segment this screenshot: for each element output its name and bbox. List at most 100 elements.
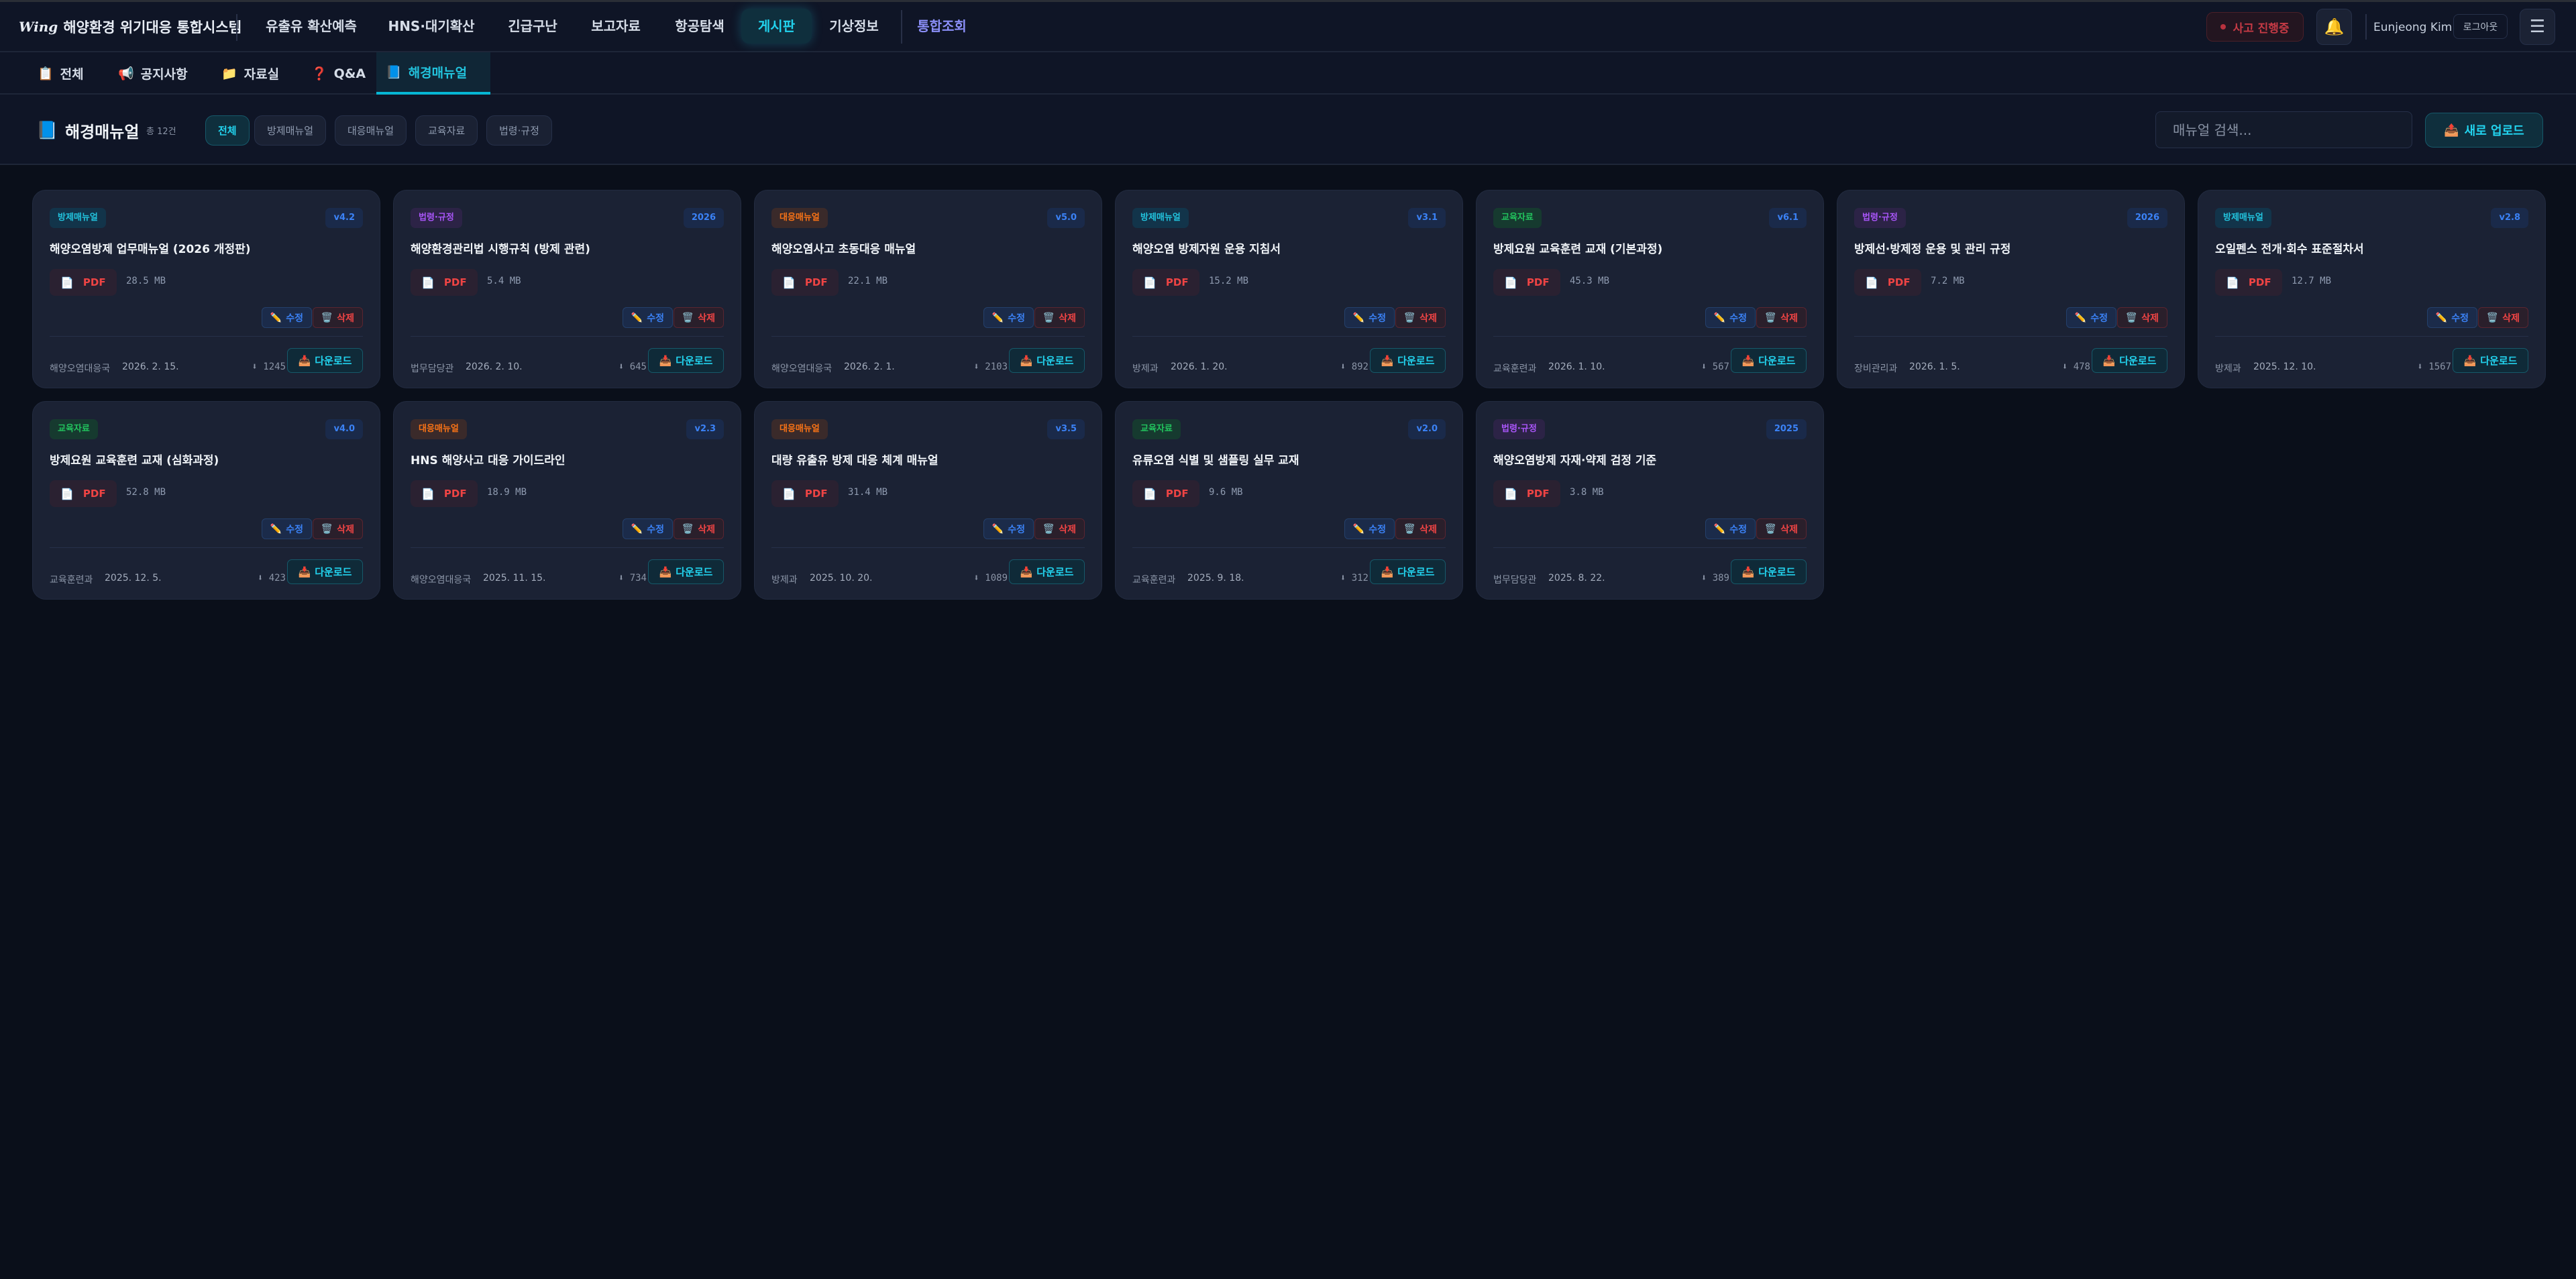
manual-title[interactable]: 해양오염 방제자원 운용 지침서	[1132, 243, 1281, 256]
delete-button[interactable]: 🗑️ 삭제	[1395, 307, 1446, 328]
manual-card[interactable]: 법령·규정 2025 해양오염방제 자재·약제 검정 기준 📄 PDF 3.8 …	[1476, 401, 1824, 600]
app-logo[interactable]: Wing 해양환경 위기대응 통합시스템	[19, 17, 241, 37]
edit-label: 수정	[1368, 524, 1386, 535]
download-count-value: 1089	[985, 573, 1008, 583]
delete-button[interactable]: 🗑️ 삭제	[2477, 307, 2528, 328]
manual-card[interactable]: 대응매뉴얼 v3.5 대량 유출유 방제 대응 체계 매뉴얼 📄 PDF 31.…	[754, 401, 1102, 600]
subtab-qna[interactable]: ❓ Q&A	[302, 52, 375, 95]
version-badge: v3.5	[1047, 419, 1085, 439]
notifications-button[interactable]: 🔔	[2316, 9, 2352, 45]
edit-button[interactable]: ✏️ 수정	[1705, 518, 1756, 539]
delete-button[interactable]: 🗑️ 삭제	[1034, 518, 1085, 539]
manual-title[interactable]: 해양오염방제 업무매뉴얼 (2026 개정판)	[50, 243, 251, 256]
subtab-archive[interactable]: 📁 자료실	[212, 52, 288, 95]
filter-training-material[interactable]: 교육자료	[415, 115, 478, 146]
edit-button[interactable]: ✏️ 수정	[2065, 307, 2116, 328]
filter-laws-regulations[interactable]: 법령·규정	[486, 115, 552, 146]
manual-title[interactable]: 해양오염사고 초동대응 매뉴얼	[771, 243, 916, 256]
new-upload-button[interactable]: 📤 새로 업로드	[2425, 113, 2543, 148]
edit-button[interactable]: ✏️ 수정	[261, 307, 312, 328]
download-button[interactable]: 📥 다운로드	[1731, 559, 1807, 584]
download-button[interactable]: 📥 다운로드	[1370, 559, 1446, 584]
download-button[interactable]: 📥 다운로드	[648, 559, 724, 584]
delete-button[interactable]: 🗑️ 삭제	[1756, 518, 1807, 539]
edit-button[interactable]: ✏️ 수정	[1344, 518, 1395, 539]
manual-card[interactable]: 대응매뉴얼 v2.3 HNS 해양사고 대응 가이드라인 📄 PDF 18.9 …	[393, 401, 741, 600]
nav-board[interactable]: 게시판	[741, 9, 812, 44]
edit-label: 수정	[647, 313, 664, 324]
download-button[interactable]: 📥 다운로드	[1009, 559, 1085, 584]
manual-title[interactable]: 방제요원 교육훈련 교재 (기본과정)	[1493, 243, 1663, 256]
edit-button[interactable]: ✏️ 수정	[261, 518, 312, 539]
subtab-notices[interactable]: 📢 공지사항	[109, 52, 197, 95]
edit-button[interactable]: ✏️ 수정	[622, 518, 673, 539]
manual-title[interactable]: 해양오염방제 자재·약제 검정 기준	[1493, 454, 1657, 467]
edit-button[interactable]: ✏️ 수정	[983, 307, 1034, 328]
download-count-value: 423	[268, 573, 286, 583]
download-button[interactable]: 📥 다운로드	[287, 559, 363, 584]
filter-all[interactable]: 전체	[205, 115, 250, 146]
manual-title[interactable]: 방제요원 교육훈련 교재 (심화과정)	[50, 454, 219, 467]
nav-weather[interactable]: 기상정보	[829, 18, 879, 34]
download-count-value: 389	[1712, 573, 1729, 583]
delete-label: 삭제	[1419, 524, 1437, 535]
subtab-coast-guard-manual[interactable]: 📘 해경매뉴얼	[376, 52, 490, 95]
nav-reports[interactable]: 보고자료	[591, 18, 641, 34]
user-name: Eunjeong Kim	[2373, 21, 2453, 34]
manual-title[interactable]: 유류오염 식별 및 샘플링 실무 교재	[1132, 454, 1299, 467]
delete-button[interactable]: 🗑️ 삭제	[1034, 307, 1085, 328]
download-button[interactable]: 📥 다운로드	[2092, 348, 2167, 373]
download-label: 다운로드	[315, 566, 352, 578]
manual-search-input[interactable]	[2155, 111, 2412, 148]
manual-card[interactable]: 방제매뉴얼 v4.2 해양오염방제 업무매뉴얼 (2026 개정판) 📄 PDF…	[32, 190, 380, 388]
manual-card[interactable]: 방제매뉴얼 v3.1 해양오염 방제자원 운용 지침서 📄 PDF 15.2 M…	[1115, 190, 1463, 388]
manual-title[interactable]: 해양환경관리법 시행규칙 (방제 관련)	[411, 243, 590, 256]
delete-button[interactable]: 🗑️ 삭제	[312, 307, 363, 328]
filter-response-manual[interactable]: 대응매뉴얼	[335, 115, 407, 146]
edit-button[interactable]: ✏️ 수정	[2426, 307, 2477, 328]
delete-button[interactable]: 🗑️ 삭제	[312, 518, 363, 539]
delete-button[interactable]: 🗑️ 삭제	[673, 518, 724, 539]
delete-button[interactable]: 🗑️ 삭제	[2116, 307, 2167, 328]
download-button[interactable]: 📥 다운로드	[1370, 348, 1446, 373]
nav-emergency-salvage[interactable]: 긴급구난	[508, 18, 557, 34]
delete-button[interactable]: 🗑️ 삭제	[1395, 518, 1446, 539]
manual-card[interactable]: 법령·규정 2026 방제선·방제정 운용 및 관리 규정 📄 PDF 7.2 …	[1837, 190, 2185, 388]
edit-button[interactable]: ✏️ 수정	[622, 307, 673, 328]
edit-button[interactable]: ✏️ 수정	[1705, 307, 1756, 328]
manual-title[interactable]: 오일펜스 전개·회수 표준절차서	[2215, 243, 2364, 256]
file-type: PDF	[1526, 276, 1550, 288]
manual-title[interactable]: HNS 해양사고 대응 가이드라인	[411, 454, 566, 467]
manual-title[interactable]: 방제선·방제정 운용 및 관리 규정	[1854, 243, 2011, 256]
nav-hns-dispersion[interactable]: HNS·대기확산	[388, 18, 475, 34]
edit-button[interactable]: ✏️ 수정	[1344, 307, 1395, 328]
nav-integrated-search[interactable]: 통합조회	[917, 18, 967, 34]
incident-status-button[interactable]: 사고 진행중	[2206, 12, 2304, 42]
download-button[interactable]: 📥 다운로드	[1731, 348, 1807, 373]
nav-aerial-search[interactable]: 항공탐색	[675, 18, 724, 34]
logout-button[interactable]: 로그아웃	[2453, 14, 2508, 39]
file-size: 5.4 MB	[487, 276, 521, 286]
manual-card[interactable]: 교육자료 v6.1 방제요원 교육훈련 교재 (기본과정) 📄 PDF 45.3…	[1476, 190, 1824, 388]
download-button[interactable]: 📥 다운로드	[648, 348, 724, 373]
filter-cleanup-manual[interactable]: 방제매뉴얼	[254, 115, 327, 146]
edit-label: 수정	[286, 524, 303, 535]
download-button[interactable]: 📥 다운로드	[2453, 348, 2528, 373]
manual-card[interactable]: 방제매뉴얼 v2.8 오일펜스 전개·회수 표준절차서 📄 PDF 12.7 M…	[2198, 190, 2546, 388]
delete-button[interactable]: 🗑️ 삭제	[673, 307, 724, 328]
upload-date: 2026. 1. 20.	[1171, 362, 1228, 372]
nav-oil-spill-prediction[interactable]: 유출유 확산예측	[266, 18, 357, 34]
manual-card[interactable]: 교육자료 v2.0 유류오염 식별 및 샘플링 실무 교재 📄 PDF 9.6 …	[1115, 401, 1463, 600]
subtab-label: Q&A	[333, 66, 366, 81]
menu-button[interactable]: ☰	[2520, 9, 2555, 45]
manual-card[interactable]: 대응매뉴얼 v5.0 해양오염사고 초동대응 매뉴얼 📄 PDF 22.1 MB…	[754, 190, 1102, 388]
subtab-all[interactable]: 📋 전체	[28, 52, 93, 95]
download-button[interactable]: 📥 다운로드	[1009, 348, 1085, 373]
file-size: 9.6 MB	[1209, 487, 1243, 498]
manual-card[interactable]: 법령·규정 2026 해양환경관리법 시행규칙 (방제 관련) 📄 PDF 5.…	[393, 190, 741, 388]
manual-card[interactable]: 교육자료 v4.0 방제요원 교육훈련 교재 (심화과정) 📄 PDF 52.8…	[32, 401, 380, 600]
manual-title[interactable]: 대량 유출유 방제 대응 체계 매뉴얼	[771, 454, 938, 467]
delete-button[interactable]: 🗑️ 삭제	[1756, 307, 1807, 328]
edit-button[interactable]: ✏️ 수정	[983, 518, 1034, 539]
download-button[interactable]: 📥 다운로드	[287, 348, 363, 373]
